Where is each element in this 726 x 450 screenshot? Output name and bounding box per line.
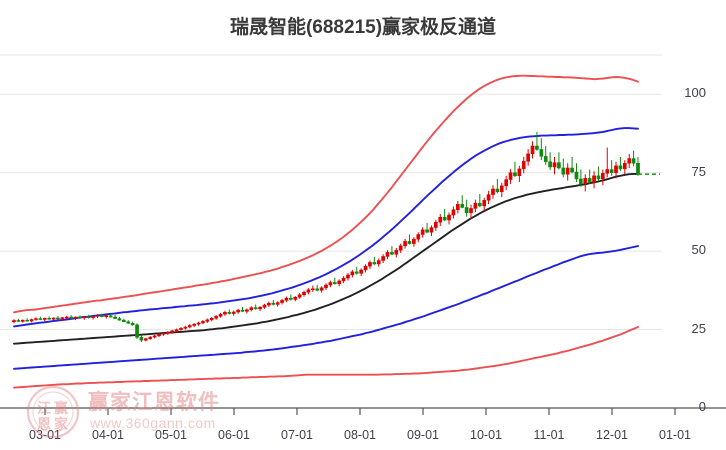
x-axis-tick-11-01: 11-01 [533,428,565,442]
x-axis-tick-04-01: 04-01 [92,428,124,442]
y-axis-tick-75: 75 [691,163,706,179]
x-axis-tick-10-01: 10-01 [470,428,502,442]
x-axis-tick-05-01: 05-01 [155,428,187,442]
channel-band-lines [13,74,639,389]
page-title: 瑞晟智能(688215)赢家极反通道 [229,17,497,38]
x-axis-tick-06-01: 06-01 [218,428,250,442]
x-axis-tick-07-01: 07-01 [281,428,313,442]
y-axis-tick-0: 0 [698,399,706,414]
y-axis-tick-25: 25 [691,320,706,336]
x-axis-tick-01-01: 01-01 [659,428,691,442]
chart-axes [0,407,726,415]
y-axis-tick-50: 50 [691,242,706,258]
x-axis-tick-03-01: 03-01 [29,428,61,442]
candlestick-series [12,131,640,343]
y-axis-tick-100: 100 [684,85,706,101]
x-axis-tick-08-01: 08-01 [344,428,376,442]
gridlines [0,54,662,331]
x-axis-tick-12-01: 12-01 [596,428,628,442]
x-axis-tick-09-01: 09-01 [407,428,439,442]
